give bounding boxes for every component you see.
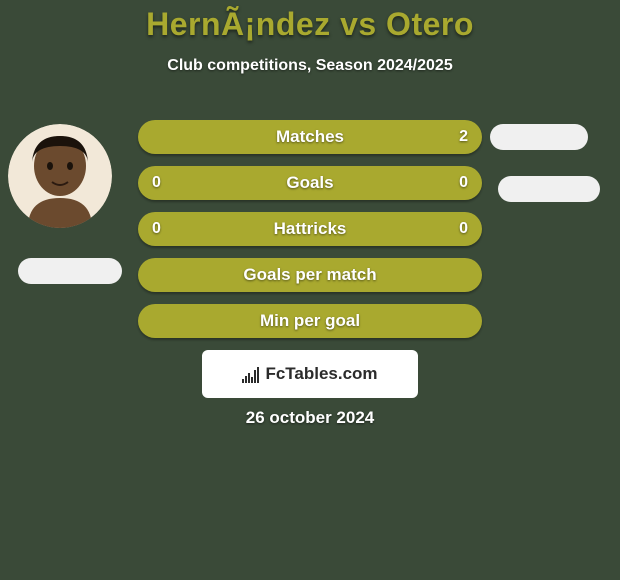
stat-row-goals: 0 Goals 0 xyxy=(138,166,482,200)
player-right-name-pill-1 xyxy=(490,124,588,150)
stat-row-goals-per-match: Goals per match xyxy=(138,258,482,292)
chart-bar xyxy=(257,367,259,383)
chart-bar xyxy=(248,373,250,383)
chart-bar xyxy=(254,370,256,383)
date-line: 26 october 2024 xyxy=(0,408,620,428)
stat-right-value: 0 xyxy=(459,166,468,200)
avatar-face xyxy=(8,124,112,228)
stat-label: Min per goal xyxy=(260,304,360,338)
stat-label: Matches xyxy=(276,120,344,154)
stat-left-value: 0 xyxy=(152,166,161,200)
page-title: HernÃ¡ndez vs Otero xyxy=(0,0,620,43)
brand-text: FcTables.com xyxy=(265,364,377,384)
stat-label: Hattricks xyxy=(274,212,347,246)
chart-bar xyxy=(242,379,244,383)
stat-rows: Matches 2 0 Goals 0 0 Hattricks 0 Goals … xyxy=(138,120,482,350)
stat-label: Goals per match xyxy=(243,258,376,292)
stat-right-value: 0 xyxy=(459,212,468,246)
chart-icon xyxy=(242,365,259,383)
stat-row-hattricks: 0 Hattricks 0 xyxy=(138,212,482,246)
subtitle: Club competitions, Season 2024/2025 xyxy=(0,57,620,75)
player-left-name-pill xyxy=(18,258,122,284)
brand-box: FcTables.com xyxy=(202,350,418,398)
stat-row-min-per-goal: Min per goal xyxy=(138,304,482,338)
player-left-avatar xyxy=(8,124,112,228)
stat-label: Goals xyxy=(286,166,333,200)
content-root: HernÃ¡ndez vs Otero Club competitions, S… xyxy=(0,0,620,580)
player-right-name-pill-2 xyxy=(498,176,600,202)
stat-row-matches: Matches 2 xyxy=(138,120,482,154)
stat-left-value: 0 xyxy=(152,212,161,246)
chart-bar xyxy=(245,376,247,383)
stat-right-value: 2 xyxy=(459,120,468,154)
chart-bar xyxy=(251,377,253,383)
